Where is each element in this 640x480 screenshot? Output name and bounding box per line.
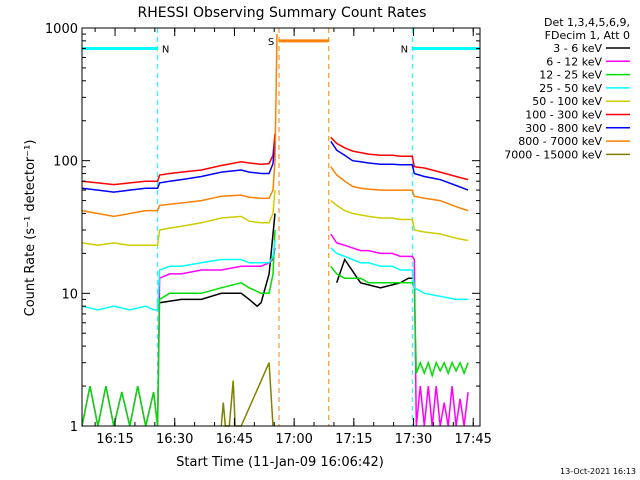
state-label-night: N [162,45,169,56]
y-axis-label: Count Rate (s⁻¹ detector⁻¹) [23,140,38,317]
y-tick-label: 100 [53,155,78,170]
series-line-7 [81,140,469,193]
x-tick-label: 17:30 [395,432,432,447]
x-tick-label: 17:00 [275,432,312,447]
legend-label-3: 12 - 25 keV [539,69,602,82]
x-tick-label: 17:45 [454,432,491,447]
plot-frame [81,27,481,427]
legend-label-6: 100 - 300 keV [525,109,602,122]
timestamp: 13-Oct-2021 16:13 [560,467,636,476]
legend-header-2: FDecim 1, Att 0 [545,29,630,42]
series-line-8 [81,34,469,218]
legend-label-5: 50 - 100 keV [532,95,602,108]
chart-title: RHESSI Observing Summary Count Rates [138,5,427,21]
x-tick-label: 17:15 [335,432,372,447]
series-line-9 [220,362,274,427]
legend-label-7: 300 - 800 keV [525,122,602,135]
x-axis-label: Start Time (11-Jan-09 16:06:42) [176,455,384,470]
legend: Det 1,3,4,5,6,9, FDecim 1, Att 0 3 - 6 k… [504,16,630,161]
legend-label-9: 7000 - 15000 keV [504,148,602,161]
series-line-5 [81,190,469,247]
legend-label-8: 800 - 7000 keV [518,135,602,148]
series-line-3 [81,229,469,427]
series-line-1 [156,213,413,308]
y-tick-label: 10 [61,287,78,302]
x-tick-label: 16:45 [216,432,253,447]
y-tick-label: 1000 [45,22,78,37]
legend-header-1: Det 1,3,4,5,6,9, [544,16,630,29]
legend-label-2: 6 - 12 keV [546,55,602,68]
x-tick-label: 16:15 [96,432,133,447]
series-line-6 [81,133,469,186]
y-tick-label: 1 [70,420,78,435]
state-label-saa: S [268,37,274,48]
series-line-4 [81,240,469,311]
legend-label-4: 25 - 50 keV [539,82,602,95]
state-label-night: N [401,45,408,56]
x-tick-label: 16:30 [156,432,193,447]
plot-area: NSN [81,28,481,427]
legend-label-1: 3 - 6 keV [553,42,602,55]
